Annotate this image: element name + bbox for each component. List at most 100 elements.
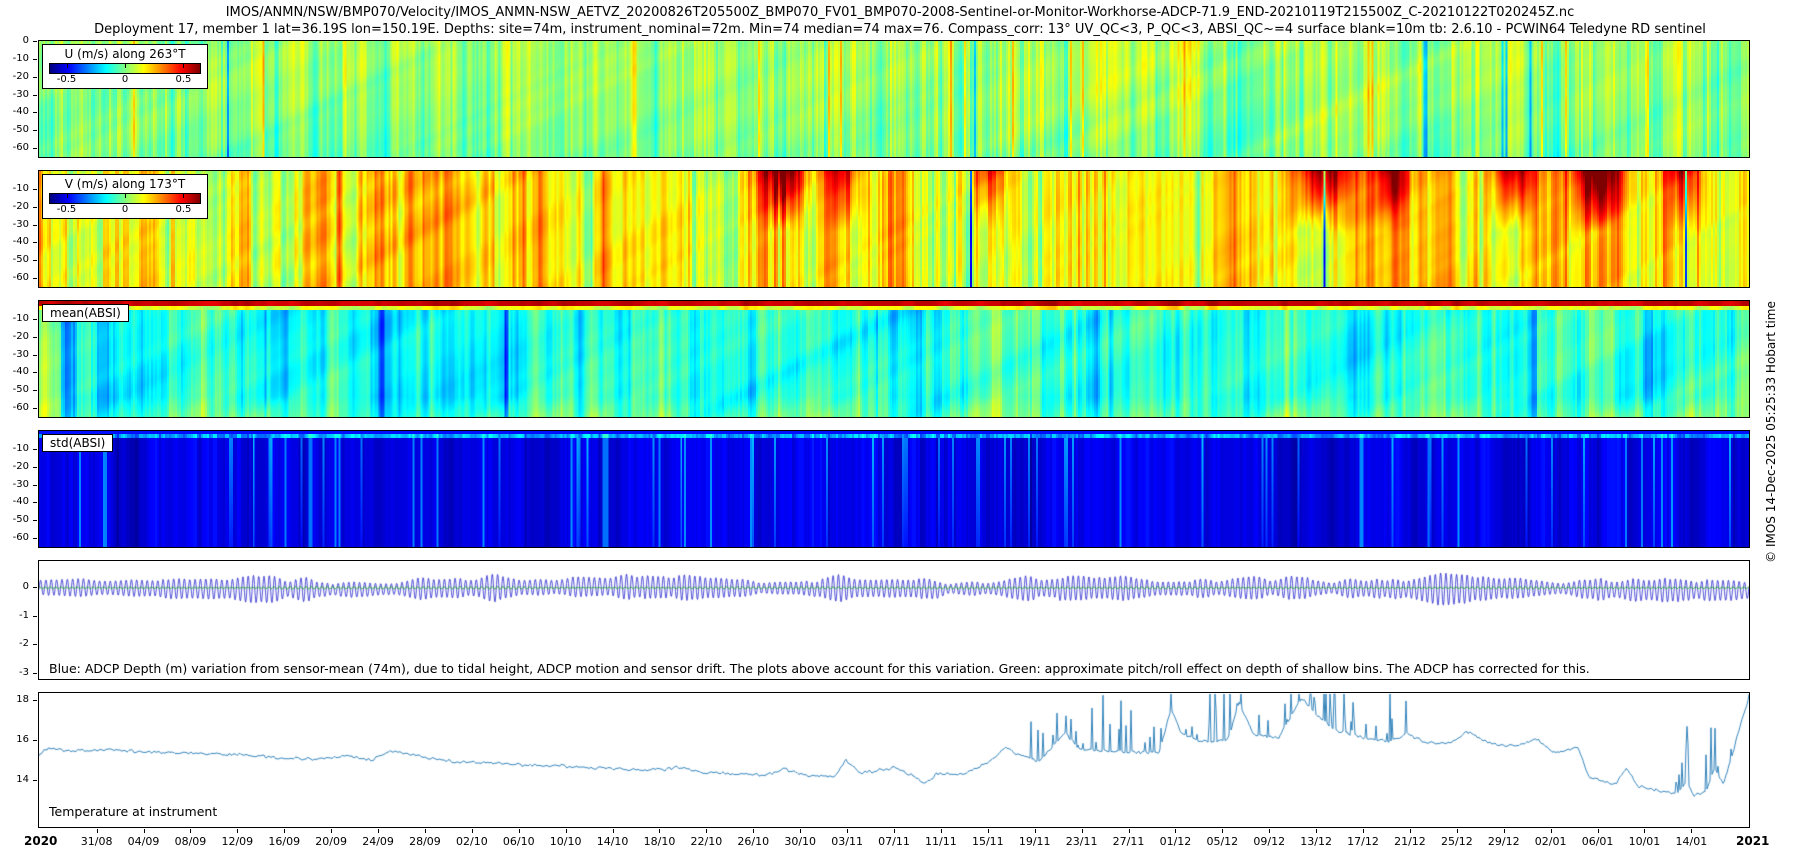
x-tick-label: 21/12: [1394, 835, 1426, 848]
x-tick-label: 14/01: [1675, 835, 1708, 848]
x-tick-label: 15/11: [971, 835, 1004, 848]
y-tick-label: -10: [12, 442, 29, 454]
u-legend: U (m/s) along 263°T -0.5 0 0.5: [42, 44, 208, 89]
x-tick-label: 10/01: [1628, 835, 1661, 848]
x-tick-mark: [1222, 829, 1224, 833]
y-tick-label: -20: [12, 200, 29, 212]
x-tick-mark: [1550, 829, 1552, 833]
v-colorbar: [49, 193, 201, 204]
y-tick-mark: [33, 615, 37, 617]
x-tick-mark: [612, 829, 614, 833]
x-tick-label: 24/09: [362, 835, 394, 848]
y-tick-mark: [33, 538, 37, 540]
x-tick-label: 10/10: [549, 835, 582, 848]
u-legend-title: U (m/s) along 263°T: [64, 47, 186, 61]
x-axis-start-year: 2020: [24, 834, 58, 848]
y-tick-label: -60: [12, 402, 29, 414]
y-tick-mark: [33, 644, 37, 646]
p1-y-axis: 0 -10 -20 -30 -40 -50 -60: [0, 35, 38, 158]
y-tick-mark: [33, 318, 37, 320]
y-tick-label: 16: [16, 734, 29, 745]
colorbar-tick-label: -0.5: [56, 204, 77, 215]
x-tick-mark: [1597, 829, 1599, 833]
y-tick-label: -20: [12, 70, 29, 82]
x-tick-mark: [424, 829, 426, 833]
colorbar-tick-label: 0.5: [175, 204, 192, 215]
mean-absi-panel: mean(ABSI): [38, 300, 1750, 418]
x-tick-label: 11/11: [925, 835, 957, 848]
y-tick-mark: [33, 206, 37, 208]
colorbar-tick-label: 0.5: [175, 74, 192, 85]
x-tick-mark: [894, 829, 895, 833]
p5-y-axis: 0 -1 -2 -3: [0, 560, 38, 680]
x-tick-mark: [1316, 829, 1318, 833]
x-tick-mark: [378, 829, 380, 833]
depth-variation-annotation: Blue: ADCP Depth (m) variation from sens…: [49, 661, 1590, 676]
x-tick-mark: [284, 829, 286, 833]
x-tick-mark: [800, 829, 802, 833]
y-tick-label: -40: [12, 496, 29, 508]
y-tick-label: -2: [19, 638, 29, 650]
y-tick-label: -60: [12, 532, 29, 544]
x-tick-label: 02/01: [1534, 835, 1567, 848]
y-tick-mark: [33, 372, 37, 374]
y-tick-label: -10: [12, 312, 29, 324]
x-tick-label: 28/09: [409, 835, 441, 848]
colorbar-tick-label: 0: [121, 74, 129, 85]
x-tick-label: 02/10: [456, 835, 488, 848]
v-velocity-panel: V (m/s) along 173°T -0.5 0 0.5: [38, 170, 1750, 288]
y-tick-mark: [33, 448, 37, 450]
x-tick-label: 12/09: [221, 835, 254, 848]
y-tick-mark: [33, 130, 37, 132]
x-tick-mark: [143, 829, 145, 833]
x-tick-label: 27/11: [1112, 835, 1145, 848]
v-colorbar-tick-labels: -0.5 0 0.5: [49, 204, 201, 216]
y-tick-label: -50: [12, 384, 29, 396]
x-tick-mark: [1081, 829, 1083, 833]
y-tick-mark: [33, 484, 37, 486]
u-colorbar-tick-labels: -0.5 0 0.5: [49, 74, 201, 86]
x-tick-label: 05/12: [1206, 835, 1239, 848]
x-tick-mark: [1409, 829, 1411, 833]
x-tick-label: 08/09: [174, 835, 207, 848]
y-tick-label: -50: [12, 254, 29, 266]
x-tick-mark: [1128, 829, 1130, 833]
y-tick-label: 14: [16, 774, 29, 785]
temperature-label: Temperature at instrument: [49, 804, 218, 819]
x-tick-label: 25/12: [1440, 835, 1473, 848]
std-absi-panel: std(ABSI): [38, 430, 1750, 548]
v-legend: V (m/s) along 173°T -0.5 0 0.5: [42, 174, 208, 219]
x-tick-label: 06/10: [502, 835, 535, 848]
colorbar-tick-mark: [67, 194, 69, 198]
colorbar-tick-label: -0.5: [56, 74, 77, 85]
x-tick-mark: [706, 829, 708, 833]
copyright-watermark: © IMOS 14-Dec-2025 05:25:33 Hobart time: [1764, 301, 1778, 563]
y-tick-mark: [33, 188, 37, 190]
y-tick-label: -30: [12, 218, 29, 230]
std-absi-label: std(ABSI): [42, 434, 114, 452]
p2-y-axis: -10 -20 -30 -40 -50 -60: [0, 170, 38, 288]
p3-y-axis: -10 -20 -30 -40 -50 -60: [0, 300, 38, 418]
y-tick-mark: [33, 112, 37, 114]
y-tick-label: -20: [12, 460, 29, 472]
x-tick-label: 14/10: [596, 835, 629, 848]
x-tick-label: 19/11: [1018, 835, 1051, 848]
y-tick-mark: [33, 673, 37, 675]
depth-variation-line-chart: [39, 561, 1749, 679]
x-tick-mark: [331, 829, 333, 833]
y-tick-mark: [33, 586, 37, 588]
y-tick-label: -50: [12, 514, 29, 526]
colorbar-tick-mark: [67, 64, 69, 68]
y-tick-label: -60: [12, 272, 29, 284]
x-tick-label: 18/10: [643, 835, 676, 848]
x-tick-mark: [1269, 829, 1271, 833]
mean-absi-heatmap: [39, 301, 1749, 417]
y-tick-mark: [33, 466, 37, 468]
y-tick-label: -40: [12, 236, 29, 248]
x-tick-mark: [190, 829, 192, 833]
x-tick-mark: [471, 829, 473, 833]
y-tick-label: -10: [12, 52, 29, 64]
time-axis: 2020 2021 31/08 04/09 08/09 12/09 16/09 20/09…: [0, 829, 1800, 849]
y-tick-mark: [33, 780, 37, 781]
x-tick-label: 17/12: [1347, 835, 1379, 848]
